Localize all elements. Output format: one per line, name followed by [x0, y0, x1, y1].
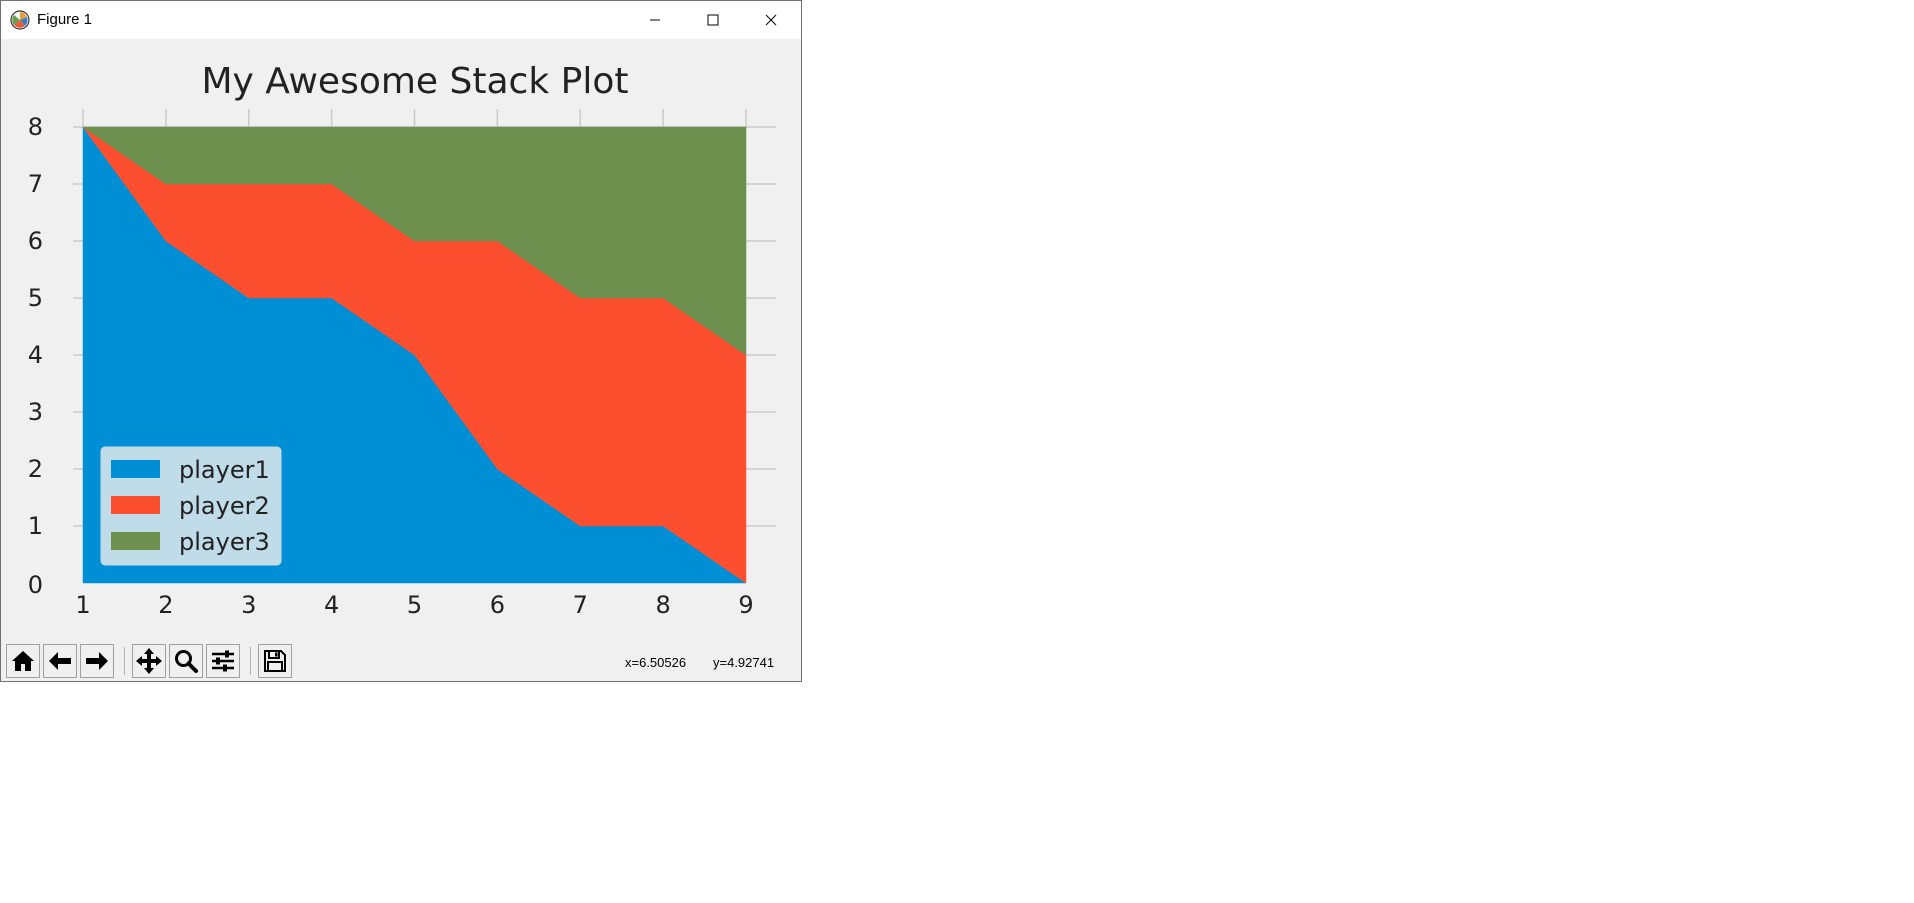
x-tick-label: 9: [738, 591, 753, 619]
x-tick-label: 4: [324, 591, 339, 619]
legend-label-player2: player2: [179, 492, 270, 520]
figure-window: Figure 1 1 2 3 4 5 6 7 8 9 0 1 2 3 4 5 6 7 8 My Awesome S…: [0, 0, 802, 682]
arrow-right-icon: [86, 652, 108, 670]
legend-swatch-player2: [111, 496, 160, 514]
save-icon: [264, 650, 286, 672]
x-tick-label: 6: [490, 591, 505, 619]
chart-title: My Awesome Stack Plot: [202, 61, 629, 102]
save-button[interactable]: [258, 644, 292, 678]
x-tick-label: 7: [573, 591, 588, 619]
y-tick-label: 4: [28, 341, 43, 369]
pan-button[interactable]: [132, 644, 166, 678]
legend: player1 player2 player3: [100, 446, 282, 566]
y-tick-label: 3: [28, 398, 43, 426]
area-player3: [82, 126, 747, 356]
maximize-icon: [707, 14, 719, 26]
coordinate-x-readout: x=6.50526: [625, 655, 687, 670]
navigation-toolbar: x=6.50526 y=4.92741: [1, 639, 801, 681]
zoom-button[interactable]: [169, 644, 203, 678]
x-tick-label: 1: [75, 591, 90, 619]
home-button[interactable]: [6, 644, 40, 678]
stack-plot[interactable]: 1 2 3 4 5 6 7 8 9 0 1 2 3 4 5 6 7 8 My Awesome Stack Plot…: [1, 39, 801, 639]
coordinate-y-readout: y=4.92741: [713, 655, 775, 670]
y-tick-label: 0: [28, 571, 43, 599]
sliders-icon: [212, 650, 234, 672]
y-tick-label: 8: [28, 113, 43, 141]
zoom-icon: [175, 650, 198, 673]
arrow-left-icon: [49, 652, 71, 670]
y-tick-label: 6: [28, 227, 43, 255]
toolbar-separator: [124, 647, 125, 675]
home-icon: [12, 651, 34, 671]
title-bar[interactable]: Figure 1: [1, 1, 801, 39]
window-title: Figure 1: [37, 11, 93, 28]
legend-swatch-player1: [111, 460, 160, 478]
minimize-button[interactable]: [626, 1, 684, 39]
figure-canvas[interactable]: 1 2 3 4 5 6 7 8 9 0 1 2 3 4 5 6 7 8 My Awesome Stack Plot…: [1, 39, 801, 639]
x-tick-label: 2: [158, 591, 173, 619]
legend-swatch-player3: [111, 532, 160, 550]
legend-label-player3: player3: [179, 528, 270, 556]
x-tick-label: 5: [407, 591, 422, 619]
x-tick-label: 8: [655, 591, 670, 619]
x-tick-label: 3: [241, 591, 256, 619]
y-tick-label: 2: [28, 455, 43, 483]
close-button[interactable]: [742, 1, 800, 39]
y-tick-label: 5: [28, 284, 43, 312]
y-tick-label: 1: [28, 512, 43, 540]
forward-button[interactable]: [80, 644, 114, 678]
maximize-button[interactable]: [684, 1, 742, 39]
move-icon: [136, 648, 162, 674]
matplotlib-icon: [10, 10, 30, 30]
legend-label-player1: player1: [179, 456, 270, 484]
close-icon: [765, 14, 777, 26]
minimize-icon: [650, 19, 660, 21]
back-button[interactable]: [43, 644, 77, 678]
toolbar-separator: [250, 647, 251, 675]
y-tick-label: 7: [28, 170, 43, 198]
configure-subplots-button[interactable]: [206, 644, 240, 678]
